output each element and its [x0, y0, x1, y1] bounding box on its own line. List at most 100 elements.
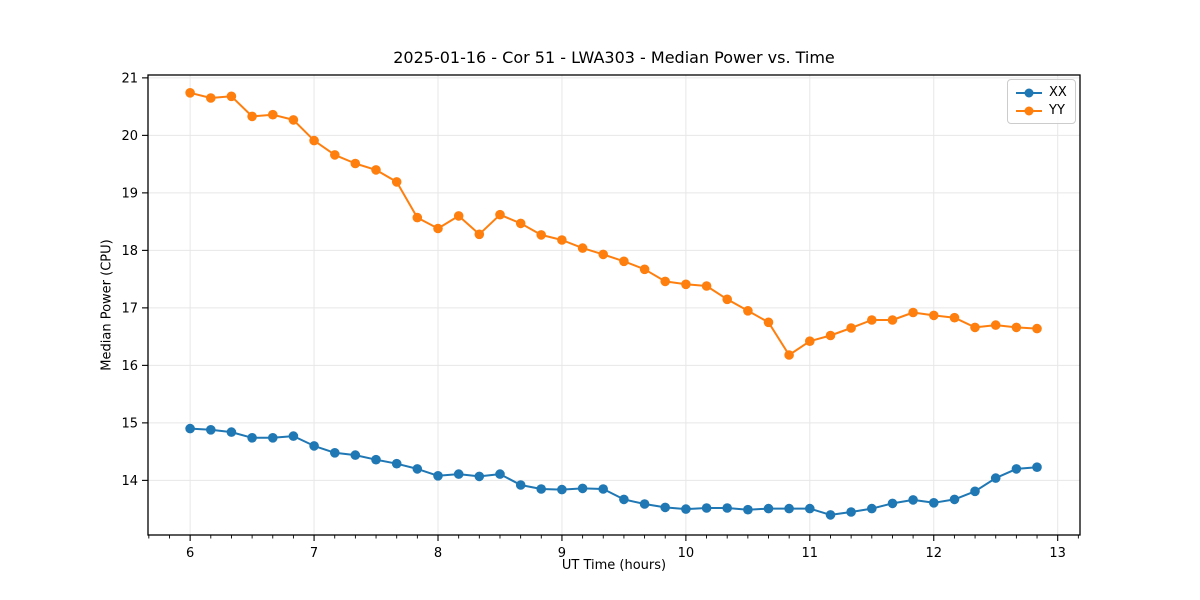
data-point	[949, 312, 960, 323]
data-point	[206, 93, 216, 103]
x-tick-label: 12	[925, 546, 942, 561]
data-point	[990, 473, 1001, 483]
data-point	[825, 510, 836, 520]
data-point	[598, 484, 608, 494]
data-point	[722, 503, 732, 513]
x-tick-label: 10	[678, 546, 695, 561]
data-point	[536, 484, 546, 494]
chart-title: 2025-01-16 - Cor 51 - LWA303 - Median Po…	[393, 48, 835, 67]
data-point	[701, 503, 712, 513]
data-point	[474, 229, 485, 240]
data-point	[763, 503, 774, 514]
data-point	[433, 223, 443, 234]
data-point	[763, 317, 774, 328]
data-point	[412, 464, 423, 474]
data-point	[867, 315, 877, 325]
data-point	[495, 209, 505, 220]
data-point	[247, 433, 257, 443]
data-point	[577, 483, 588, 494]
y-tick-label: 15	[121, 416, 138, 431]
data-point	[557, 484, 567, 495]
data-point	[185, 88, 195, 98]
data-point	[309, 441, 319, 451]
data-point	[495, 469, 505, 479]
data-point	[371, 454, 381, 465]
legend-item-yy: YY	[1015, 102, 1067, 119]
y-tick-label: 18	[121, 244, 138, 259]
data-point	[330, 448, 340, 458]
data-point	[206, 425, 216, 435]
x-ticks	[148, 535, 1079, 541]
data-point	[970, 486, 980, 497]
x-tick-labels: 6 7 8 9 10 11 12 13	[186, 546, 1066, 561]
data-point	[784, 350, 794, 360]
data-point	[887, 315, 898, 325]
data-point	[247, 111, 257, 122]
data-point	[350, 450, 361, 460]
data-point	[268, 433, 278, 443]
axes-spines	[147, 74, 1081, 536]
x-tick-label: 7	[310, 546, 318, 561]
data-point	[557, 235, 567, 245]
x-tick-label: 8	[434, 546, 442, 561]
data-point	[887, 498, 898, 509]
x-tick-label: 11	[802, 546, 819, 561]
data-point	[929, 310, 939, 321]
data-point	[453, 469, 464, 479]
data-point	[908, 307, 918, 318]
x-axis-label: UT Time (hours)	[561, 558, 667, 573]
data-point	[474, 471, 485, 482]
data-point	[391, 177, 402, 187]
y-ticks	[142, 77, 148, 481]
data-point	[805, 336, 815, 347]
data-point	[681, 279, 691, 290]
data-point	[226, 427, 237, 437]
data-point	[371, 165, 381, 175]
y-tick-label: 21	[121, 71, 138, 86]
data-point	[722, 294, 732, 305]
data-point	[929, 498, 939, 508]
data-point	[846, 323, 856, 333]
data-point	[288, 115, 299, 125]
data-point	[949, 494, 960, 505]
data-point	[660, 276, 670, 287]
data-point	[908, 495, 918, 505]
data-point	[639, 499, 650, 509]
legend-marker-sample-icon	[1024, 106, 1034, 115]
data-point	[391, 458, 402, 469]
data-point	[577, 243, 588, 253]
y-axis-label: Median Power (CPU)	[99, 239, 115, 371]
data-point	[288, 431, 299, 441]
data-point	[619, 494, 629, 505]
y-tick-label: 14	[121, 474, 138, 489]
data-point	[453, 211, 464, 221]
legend-swatch-yy	[1016, 106, 1042, 115]
data-point	[226, 91, 237, 102]
y-tick-label: 20	[121, 129, 138, 144]
data-point	[515, 480, 526, 490]
data-point	[536, 230, 546, 240]
data-point	[867, 503, 877, 514]
data-point	[412, 212, 423, 223]
y-tick-label: 19	[121, 186, 138, 201]
y-tick-label: 16	[121, 359, 138, 374]
data-point	[846, 507, 856, 517]
legend: XX YY	[1007, 79, 1076, 124]
x-tick-label: 13	[1049, 546, 1066, 561]
series-yy	[185, 88, 1042, 360]
data-point	[784, 503, 794, 514]
data-point	[805, 503, 815, 514]
legend-item-xx: XX	[1015, 84, 1067, 101]
data-point	[350, 158, 361, 169]
data-point	[639, 264, 650, 275]
data-point	[515, 218, 526, 229]
gridlines	[148, 75, 1080, 535]
series-xx	[185, 423, 1042, 520]
data-point	[433, 471, 443, 481]
data-point	[701, 281, 712, 291]
legend-marker-sample-icon	[1024, 88, 1034, 97]
data-point	[743, 306, 753, 316]
data-point	[1011, 322, 1022, 333]
data-point	[681, 504, 691, 514]
